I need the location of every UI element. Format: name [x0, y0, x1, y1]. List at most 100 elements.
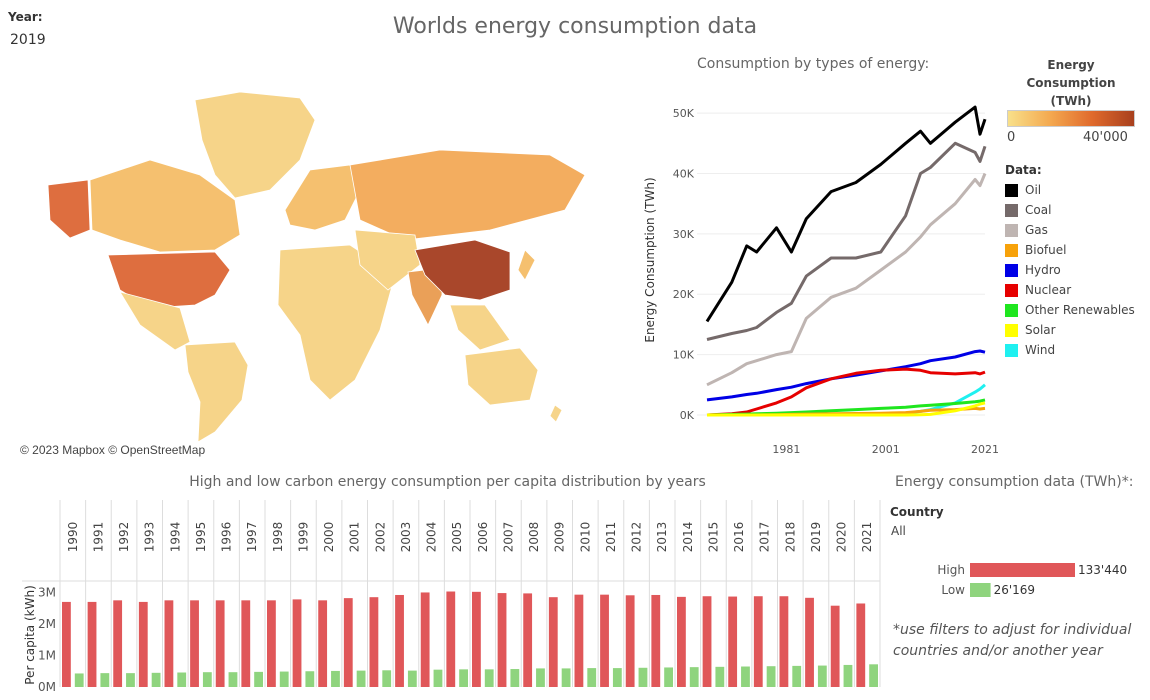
legend-item[interactable]: Hydro — [1005, 260, 1135, 280]
bar-chart-x-tick: 1999 — [296, 522, 310, 553]
bar-high — [728, 596, 738, 687]
bar-chart-x-tick: 2016 — [732, 522, 746, 553]
legend-label: Oil — [1025, 183, 1042, 197]
bar-low — [126, 673, 135, 687]
legend-swatch — [1005, 183, 1018, 197]
map-europe[interactable] — [284, 164, 361, 231]
bar-high — [343, 598, 353, 687]
country-filter-value[interactable]: All — [891, 524, 906, 538]
line-chart-x-tick: 2001 — [872, 443, 900, 456]
legend-swatch — [1005, 203, 1018, 217]
line-series-solar — [707, 401, 986, 417]
bar-low — [741, 666, 750, 687]
legend-label: Coal — [1025, 203, 1052, 217]
bar-high — [523, 593, 533, 687]
legend-item[interactable]: Gas — [1005, 220, 1135, 240]
bar-low — [254, 671, 263, 687]
bar-low — [817, 665, 827, 687]
line-chart[interactable]: 0K 10K 20K 30K 40K 50K 1981 2001 2021 Energy Cons… — [640, 80, 1000, 460]
line-series-oil — [705, 105, 987, 323]
bar-low — [305, 671, 315, 687]
bar-low — [638, 667, 648, 687]
line-chart-y-tick: 0K — [680, 409, 695, 422]
bar-high — [625, 595, 635, 687]
map-south-america[interactable] — [184, 341, 249, 443]
data-legend-title: Data: — [1005, 163, 1042, 177]
bar-low — [766, 666, 776, 687]
bar-high — [87, 601, 97, 687]
legend-label: Biofuel — [1025, 243, 1067, 257]
map-mexico[interactable] — [119, 291, 191, 351]
map-credit: © 2023 Mapbox © OpenStreetMap — [20, 443, 206, 457]
bar-chart-x-tick: 2013 — [655, 522, 669, 553]
map-china[interactable] — [414, 239, 511, 301]
bar-high — [369, 597, 379, 687]
summary-category-label: Low — [941, 583, 965, 597]
bar-chart-x-tick: 1993 — [143, 522, 157, 553]
legend-swatch — [1005, 263, 1018, 277]
bar-high — [215, 600, 225, 687]
filter-note: *use filters to adjust for individual co… — [893, 622, 1132, 659]
bar-high — [651, 594, 661, 687]
bar-chart-x-tick: 1990 — [66, 522, 80, 553]
bar-low — [331, 670, 340, 687]
bar-chart-x-tick: 2002 — [373, 522, 387, 553]
map-japan[interactable] — [517, 249, 536, 281]
world-map[interactable] — [10, 80, 610, 460]
bar-high — [497, 593, 507, 687]
map-canada[interactable] — [89, 159, 241, 253]
bar-chart-x-tick: 2012 — [630, 522, 644, 553]
line-chart-x-tick: 1981 — [772, 443, 800, 456]
bar-low — [843, 664, 853, 687]
map-southeast-asia[interactable] — [449, 304, 511, 351]
bar-low — [279, 671, 289, 687]
bar-chart-x-tick: 2005 — [450, 522, 464, 553]
map-new-zealand[interactable] — [549, 404, 563, 423]
color-ramp — [1007, 110, 1135, 127]
data-legend[interactable]: Oil Coal Gas Biofuel Hydro Nuclear Other Renew… — [1005, 180, 1135, 360]
bar-chart-x-tick: 2000 — [322, 522, 336, 553]
legend-item[interactable]: Wind — [1005, 340, 1135, 360]
bar-chart-x-tick: 2001 — [348, 522, 362, 553]
bar-chart-x-tick: 2010 — [578, 522, 592, 553]
bar-low — [689, 667, 699, 687]
map-australia[interactable] — [464, 347, 539, 406]
map-alaska[interactable] — [47, 179, 91, 239]
map-greenland[interactable] — [194, 91, 316, 199]
map-middle-east[interactable] — [354, 229, 421, 291]
map-russia[interactable] — [349, 149, 586, 241]
legend-label: Gas — [1025, 223, 1048, 237]
bar-high — [472, 591, 481, 687]
legend-item[interactable]: Other Renewables — [1005, 300, 1135, 320]
summary-bar — [970, 563, 1075, 577]
bar-low — [869, 664, 878, 687]
year-filter-label: Year: — [8, 10, 43, 24]
line-series-hydro — [706, 349, 986, 402]
legend-swatch — [1005, 223, 1018, 237]
bar-high — [548, 597, 558, 687]
bar-high — [677, 596, 686, 687]
bar-high — [420, 592, 430, 687]
bar-low — [74, 673, 84, 687]
summary-title: Energy consumption data (TWh)*: — [895, 474, 1134, 490]
legend-item[interactable]: Nuclear — [1005, 280, 1135, 300]
bar-high — [446, 591, 456, 687]
legend-item[interactable]: Biofuel — [1005, 240, 1135, 260]
line-chart-y-axis-label: Energy Consumption (TWh) — [643, 177, 657, 342]
bar-high — [113, 600, 123, 687]
bar-chart-y-axis-label: Per capita (kWh) — [23, 585, 37, 685]
bar-chart-y-tick: 0M — [38, 680, 56, 694]
legend-item[interactable]: Oil — [1005, 180, 1135, 200]
legend-item[interactable]: Solar — [1005, 320, 1135, 340]
bar-high — [856, 603, 866, 687]
summary-value-label: 133'440 — [1078, 563, 1127, 577]
line-series-nuclear — [706, 367, 986, 417]
bar-high — [574, 594, 584, 687]
bar-high — [292, 599, 302, 687]
bar-low — [202, 672, 212, 687]
legend-item[interactable]: Coal — [1005, 200, 1135, 220]
high-low-chart[interactable]: High 133'440 Low 26'169 — [900, 555, 1145, 605]
line-chart-y-tick: 10K — [673, 349, 695, 362]
year-filter-value[interactable]: 2019 — [10, 32, 46, 48]
